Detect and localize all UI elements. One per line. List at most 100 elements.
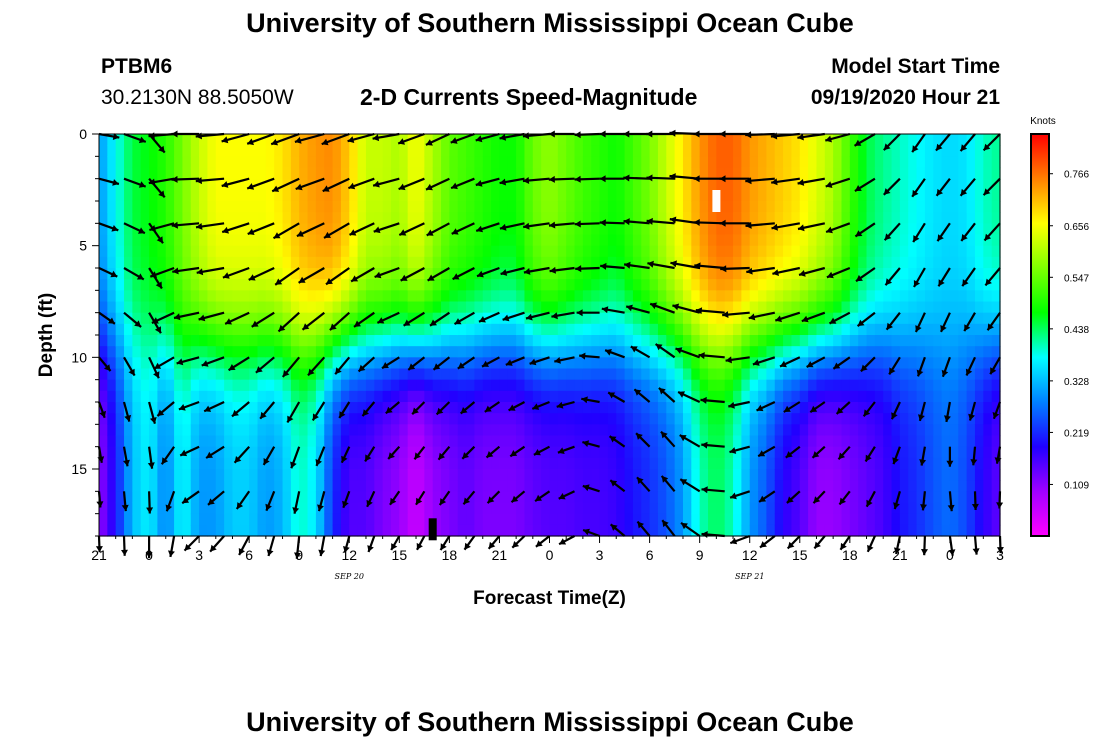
heatmap-cell [107,178,117,191]
vector-head [610,480,618,487]
heatmap-cell [849,502,859,515]
heatmap-cell [866,469,876,481]
heatmap-cell [666,457,676,470]
heatmap-cell [724,435,734,448]
heatmap-cell [365,178,375,191]
heatmap-cell [365,234,375,247]
heatmap-cell [232,167,242,180]
heatmap-cell [140,513,150,526]
heatmap-cell [115,301,125,314]
heatmap-cell [607,413,617,425]
heatmap-cell [207,457,217,470]
heatmap-cell [274,234,284,247]
heatmap-cell [791,413,801,425]
heatmap-cell [733,390,742,403]
heatmap-cell [708,346,717,358]
vector-head [155,281,162,289]
heatmap-cell [390,145,400,157]
heatmap-cell [858,156,868,169]
heatmap-cell [165,189,175,202]
heatmap-cell [232,491,242,504]
heatmap-cell [833,301,843,314]
heatmap-cell [591,379,601,392]
heatmap-cell [99,390,108,403]
heatmap-cell [566,424,576,437]
heatmap-cells [99,134,1001,537]
vector-head [920,504,927,511]
vector-head [601,306,609,314]
vector-head [983,143,991,151]
heatmap-cell [491,256,501,269]
heatmap-cell [783,379,793,392]
heatmap-cell [899,457,909,470]
heatmap-cell [249,268,259,280]
heatmap-cell [574,145,584,157]
heatmap-cell [582,279,592,291]
heatmap-cell [199,357,209,370]
heatmap-cell [899,357,909,370]
heatmap-cell [874,446,884,459]
heatmap-cell [299,201,309,213]
heatmap-cell [883,502,893,515]
heatmap-cell [174,323,184,336]
heatmap-cell [883,357,893,370]
heatmap-cell [549,201,559,213]
heatmap-cell [232,223,242,236]
vector-head [450,137,458,144]
current-vector [892,446,901,465]
vector-head [398,183,406,191]
heatmap-cell [983,513,993,526]
heatmap-cell [441,402,450,414]
heatmap-cell [991,469,1001,481]
heatmap-cell [924,279,934,291]
heatmap-cell [424,469,434,481]
heatmap-cell [808,167,818,180]
heatmap-cell [949,413,959,425]
heatmap-cell [908,223,918,236]
heatmap-cell [741,312,751,325]
vector-head [433,363,441,370]
heatmap-cell [816,435,826,448]
heatmap-cell [883,223,893,236]
vector-head [260,411,267,419]
heatmap-cell [574,502,584,515]
heatmap-cell [382,446,392,459]
heatmap-cell [282,435,292,448]
heatmap-cell [841,335,851,347]
heatmap-cell [974,335,984,347]
heatmap-cell [165,201,175,213]
heatmap-cell [524,424,534,437]
heatmap-cell [557,469,567,481]
heatmap-cell [791,212,801,224]
heatmap-cell [249,301,259,314]
heatmap-cell [674,323,684,336]
vector-head [222,226,229,234]
heatmap-cell [132,413,142,425]
vector-head [149,225,157,232]
heatmap-cell [315,424,325,437]
heatmap-cell [599,301,609,314]
heatmap-cell [474,480,484,492]
vector-head [374,271,382,279]
heatmap-cell [682,424,692,437]
heatmap-cell [566,368,576,381]
heatmap-cell [708,167,717,180]
vector-head [759,495,767,502]
heatmap-cell [274,290,284,303]
heatmap-cell [382,223,392,236]
heatmap-cell [682,268,692,280]
heatmap-cell [691,201,701,213]
heatmap-cell [557,379,567,392]
current-vector [221,177,250,188]
heatmap-cell [858,245,868,258]
heatmap-cell [849,167,859,180]
heatmap-cell [532,268,542,280]
vector-head [720,265,727,273]
heatmap-cell [224,301,234,314]
heatmap-cell [733,368,742,381]
heatmap-cell [766,167,776,180]
heatmap-cell [766,234,776,247]
current-vector [971,491,979,511]
heatmap-cell [407,480,417,492]
heatmap-cell [365,279,375,291]
